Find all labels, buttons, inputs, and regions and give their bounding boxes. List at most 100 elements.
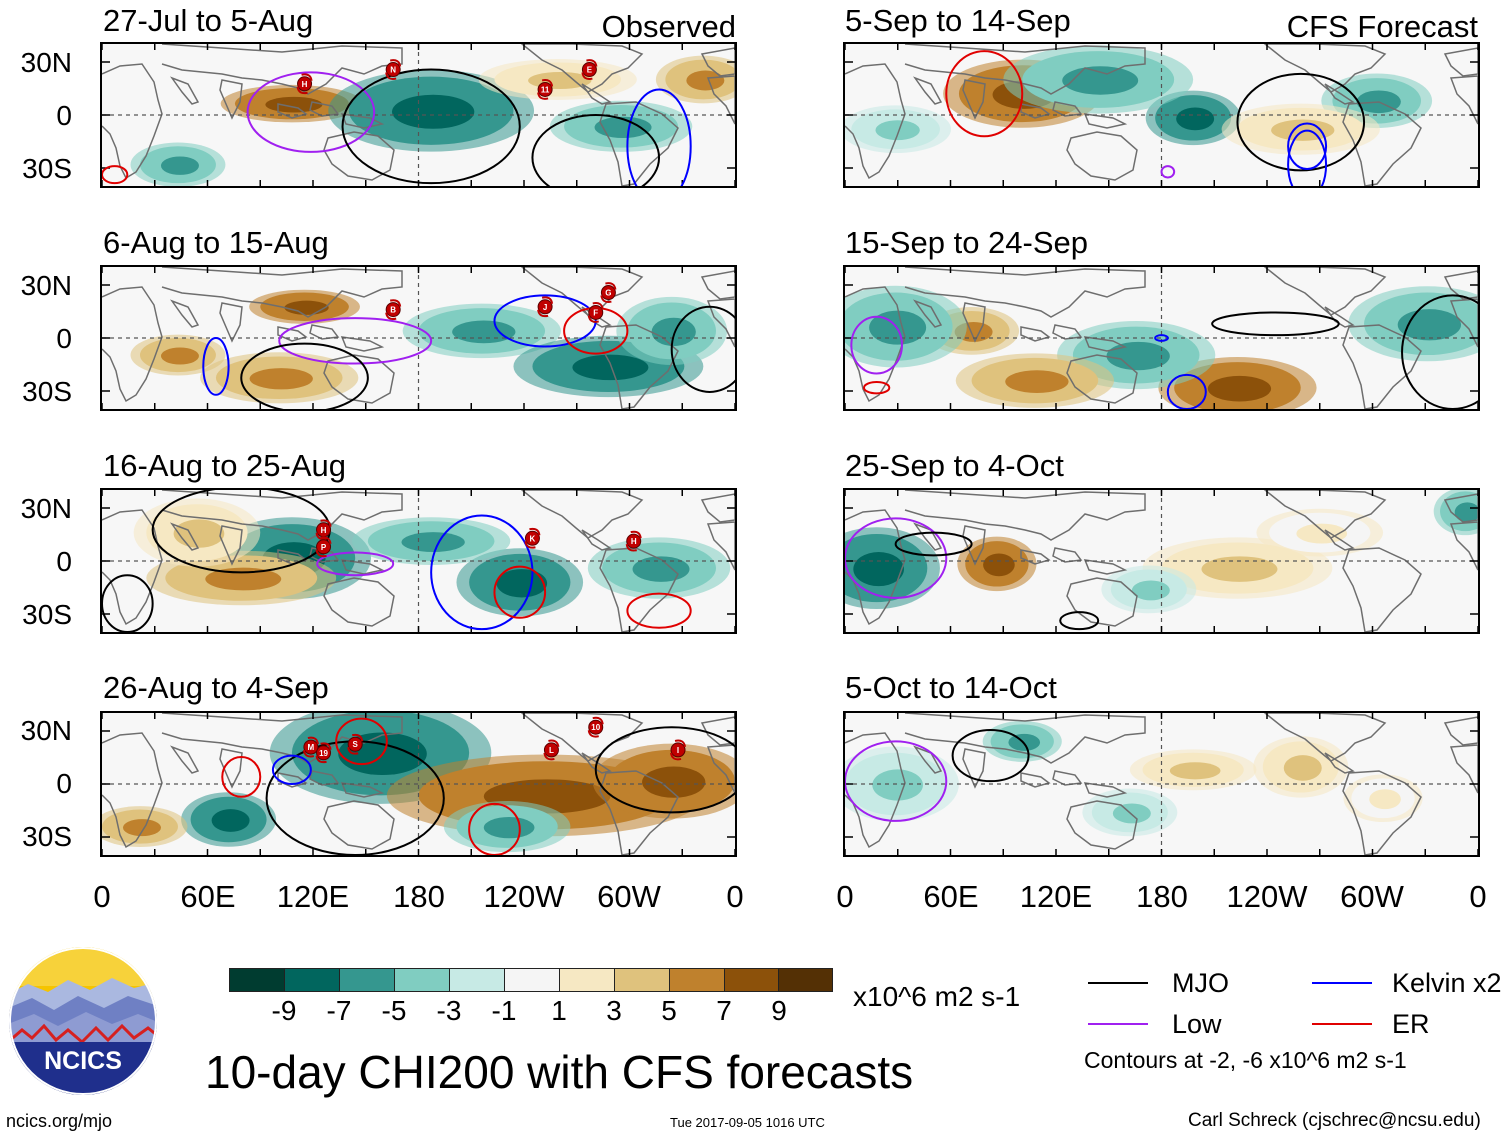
storm-marker: 10 xyxy=(587,716,604,738)
storm-marker: H xyxy=(625,530,642,552)
footer-url[interactable]: ncics.org/mjo xyxy=(6,1111,113,1131)
lon-label-180: 180 xyxy=(1136,879,1188,914)
lon-label-60w: 60W xyxy=(597,879,661,914)
contour-mjo xyxy=(594,726,735,814)
legend-label-mjo: MJO xyxy=(1172,968,1229,998)
svg-text:11: 11 xyxy=(541,85,550,94)
footer-author: Carl Schreck (cjschrec@ncsu.edu) xyxy=(1188,1110,1481,1131)
anomaly-region xyxy=(1343,774,1423,823)
contour-low xyxy=(1160,165,1176,179)
lon-label-120w: 120W xyxy=(483,879,565,914)
map-panel-fc-2 xyxy=(843,265,1480,411)
svg-text:H: H xyxy=(302,80,308,89)
lat-label-30s: 30S xyxy=(22,376,72,407)
footer-timestamp: Tue 2017-09-05 1016 UTC xyxy=(670,1115,825,1130)
ncics-logo[interactable]: NCICS xyxy=(8,946,158,1096)
storm-marker: N xyxy=(385,59,402,80)
storm-marker: P xyxy=(315,536,332,558)
storm-marker: E xyxy=(581,59,598,80)
contour-low xyxy=(850,315,903,375)
anomaly-region xyxy=(1129,749,1257,791)
anomaly-region xyxy=(616,296,728,365)
colorbar-swatch xyxy=(449,968,505,992)
anomaly-region xyxy=(1253,736,1349,798)
colorbar-tick: -9 xyxy=(271,995,297,1026)
map-panel-fc-4 xyxy=(843,711,1480,857)
ncics-logo-graphic: NCICS xyxy=(9,947,157,1095)
map-graphic: HPK H xyxy=(102,490,735,632)
lon-label-60e: 60E xyxy=(180,879,236,914)
colorbar-swatch xyxy=(669,968,725,992)
map-graphic: M 19 S L 10 I xyxy=(102,713,735,855)
contour-er xyxy=(626,592,692,629)
contour-er xyxy=(221,756,262,798)
colorbar-swatch xyxy=(724,968,780,992)
anomaly-region xyxy=(181,792,277,847)
svg-text:E: E xyxy=(587,66,593,75)
contour-low xyxy=(278,317,433,365)
anomaly-region xyxy=(1003,45,1194,114)
panel-title-obs-4: 26-Aug to 4-Sep xyxy=(103,670,329,705)
contour-mjo xyxy=(1236,72,1366,172)
map-graphic xyxy=(845,44,1478,186)
svg-text:N: N xyxy=(390,66,396,75)
coastlines xyxy=(845,713,1478,855)
colorbar-tick: -7 xyxy=(326,995,352,1026)
anomaly-region xyxy=(220,84,364,123)
contour-mjo xyxy=(531,114,661,186)
lon-label-120e: 120E xyxy=(276,879,350,914)
observed-label: Observed xyxy=(601,9,736,44)
contour-mjo xyxy=(670,305,735,393)
panel-title-obs-3: 16-Aug to 25-Aug xyxy=(103,448,347,483)
svg-text:H: H xyxy=(631,537,637,546)
logo-text: NCICS xyxy=(44,1047,122,1075)
svg-text:B: B xyxy=(390,306,396,315)
svg-text:L: L xyxy=(549,746,554,755)
anomaly-region xyxy=(1145,90,1241,146)
anomaly-region xyxy=(655,55,735,104)
lat-label-0: 0 xyxy=(56,100,72,131)
colorbar-tick: 7 xyxy=(716,995,732,1026)
colorbar-tick: 1 xyxy=(551,995,567,1026)
panel-title-fc-3: 25-Sep to 4-Oct xyxy=(845,448,1064,483)
lon-label-120w: 120W xyxy=(1226,879,1308,914)
svg-text:I: I xyxy=(677,746,679,755)
anomaly-region xyxy=(845,285,967,368)
contour-mjo xyxy=(951,729,1030,783)
storm-marker: H xyxy=(296,73,313,95)
map-graphic xyxy=(845,490,1478,632)
lon-label-60e: 60E xyxy=(923,879,979,914)
storm-marker: L xyxy=(543,739,560,761)
panel-title-obs-2: 6-Aug to 15-Aug xyxy=(103,225,329,260)
contour-kelvin xyxy=(202,337,230,396)
storm-marker: G xyxy=(600,282,617,303)
anomaly-region xyxy=(1101,565,1197,614)
legend-label-low: Low xyxy=(1172,1009,1222,1039)
storm-marker: B xyxy=(385,299,402,320)
colorbar-tick: 3 xyxy=(606,995,622,1026)
contour-kelvin xyxy=(626,88,692,186)
forecast-label: CFS Forecast xyxy=(1286,9,1478,44)
lon-label-120e: 120E xyxy=(1019,879,1093,914)
storm-marker: 11 xyxy=(537,79,554,100)
storm-marker: M xyxy=(302,736,319,758)
lon-label-0: 0 xyxy=(93,879,111,914)
contour-low xyxy=(845,740,948,822)
storm-marker: I xyxy=(670,739,687,761)
legend-label-er: ER xyxy=(1392,1009,1430,1039)
legend-label-kelvin: Kelvin x2 xyxy=(1392,968,1502,998)
lon-label-60w: 60W xyxy=(1340,879,1404,914)
lat-label-30s: 30S xyxy=(22,153,72,184)
map-panel-obs-4: M 19 S L 10 I xyxy=(100,711,737,857)
legend-line-kelvin xyxy=(1312,982,1372,984)
coastlines xyxy=(845,44,1478,186)
lat-label-0: 0 xyxy=(56,546,72,577)
map-graphic xyxy=(845,713,1478,855)
anomaly-region xyxy=(269,713,492,804)
anomaly-region xyxy=(592,743,735,819)
anomaly-region xyxy=(587,537,731,599)
svg-text:G: G xyxy=(605,289,611,298)
lat-label-30n: 30N xyxy=(20,270,72,301)
storm-marker: J xyxy=(537,296,554,318)
anomaly-region xyxy=(249,289,360,324)
